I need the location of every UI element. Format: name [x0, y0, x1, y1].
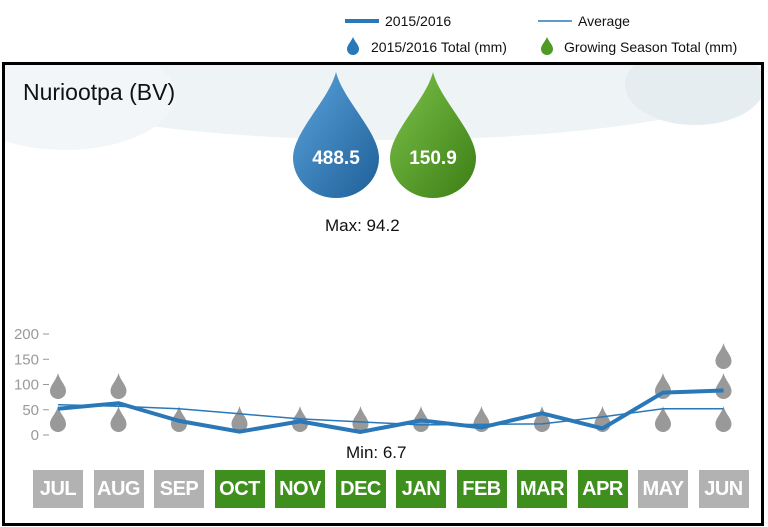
month-tab-jun[interactable]: JUN [698, 470, 749, 508]
raindrop-icon [231, 406, 248, 432]
legend-green-drop-icon [541, 37, 553, 55]
y-tick-label: 0 [31, 427, 39, 444]
y-tick-label: 150 [14, 351, 39, 368]
max-label: Max: 94.2 [325, 216, 400, 235]
rainfall-chart: 0 50 100 150 200 [5, 65, 761, 444]
month-tab-dec[interactable]: DEC [335, 470, 386, 508]
cloud-background [5, 65, 761, 150]
legend-blue-drop-icon [347, 37, 359, 55]
season-total-drop: 150.9 [388, 70, 478, 200]
legend-current-swatch [345, 19, 379, 23]
raindrop-icon [352, 406, 369, 432]
legend-average-label: Average [578, 13, 630, 29]
min-label: Min: 6.7 [346, 443, 407, 462]
y-tick-label: 50 [22, 402, 39, 419]
month-tab-may[interactable]: MAY [638, 470, 688, 508]
raindrop-icon [110, 406, 127, 432]
season-total-value: 150.9 [409, 148, 457, 169]
legend: 2015/2016 Average 2015/2016 Total (mm) G… [0, 0, 768, 60]
raindrop-icon [534, 406, 550, 432]
raindrop-icon [715, 373, 732, 399]
month-tab-sep[interactable]: SEP [154, 470, 204, 508]
raindrop-icon [50, 406, 66, 432]
month-drops [50, 343, 732, 432]
annual-total-value: 488.5 [312, 148, 360, 169]
month-tab-mar[interactable]: MAR [517, 470, 567, 508]
y-tick-label: 200 [14, 326, 39, 343]
legend-current-total-label: 2015/2016 Total (mm) [371, 39, 507, 55]
raindrop-icon [50, 373, 66, 399]
raindrop-icon [655, 406, 671, 432]
current-line [57, 388, 724, 434]
legend-current-label: 2015/2016 [385, 13, 452, 29]
raindrop-icon [715, 406, 732, 432]
chart-panel: 0 50 100 150 200 Nuriootpa (BV) 488.5 150.9 [2, 62, 764, 526]
average-line [57, 403, 724, 426]
y-axis: 0 50 100 150 200 [14, 326, 49, 444]
month-tab-jul[interactable]: JUL [33, 470, 83, 508]
legend-graphics [345, 19, 572, 55]
month-bar: JUL AUG SEP OCT NOV DEC JAN FEB MAR APR MAY JUN [5, 470, 761, 510]
month-tab-aug[interactable]: AUG [93, 470, 144, 508]
month-tab-nov[interactable]: NOV [275, 470, 325, 508]
station-name: Nuriootpa (BV) [23, 79, 176, 105]
month-tab-oct[interactable]: OCT [214, 470, 265, 508]
annual-total-drop: 488.5 [291, 70, 381, 200]
month-tab-jan[interactable]: JAN [396, 470, 446, 508]
month-tab-feb[interactable]: FEB [456, 470, 507, 508]
legend-season-total-label: Growing Season Total (mm) [564, 39, 738, 55]
month-tab-apr[interactable]: APR [577, 470, 628, 508]
raindrop-icon [110, 373, 127, 399]
raindrop-icon [715, 343, 732, 369]
y-tick-label: 100 [14, 377, 39, 394]
green-drop-icon [390, 72, 476, 198]
blue-drop-icon [293, 72, 379, 198]
